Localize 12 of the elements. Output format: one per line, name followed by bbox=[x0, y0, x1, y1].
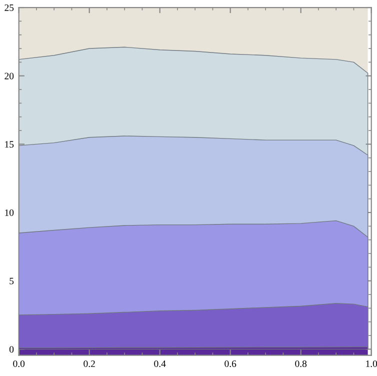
x-tick-label: 0.4 bbox=[154, 360, 166, 368]
x-tick-label: 0.2 bbox=[84, 360, 95, 368]
x-tick-label: 0.0 bbox=[13, 360, 25, 368]
x-tick-label: 0.6 bbox=[224, 360, 236, 368]
y-tick-label: 15 bbox=[5, 141, 14, 148]
y-tick-label: 10 bbox=[5, 209, 14, 216]
y-tick-label: 5 bbox=[10, 278, 14, 284]
x-tick-label: 1.0 bbox=[366, 360, 377, 368]
x-tick-label: 0.8 bbox=[295, 360, 307, 368]
y-tick-label: 25 bbox=[4, 4, 14, 11]
y-tick-label: 20 bbox=[4, 72, 14, 80]
y-tick-label: 0 bbox=[10, 346, 14, 353]
